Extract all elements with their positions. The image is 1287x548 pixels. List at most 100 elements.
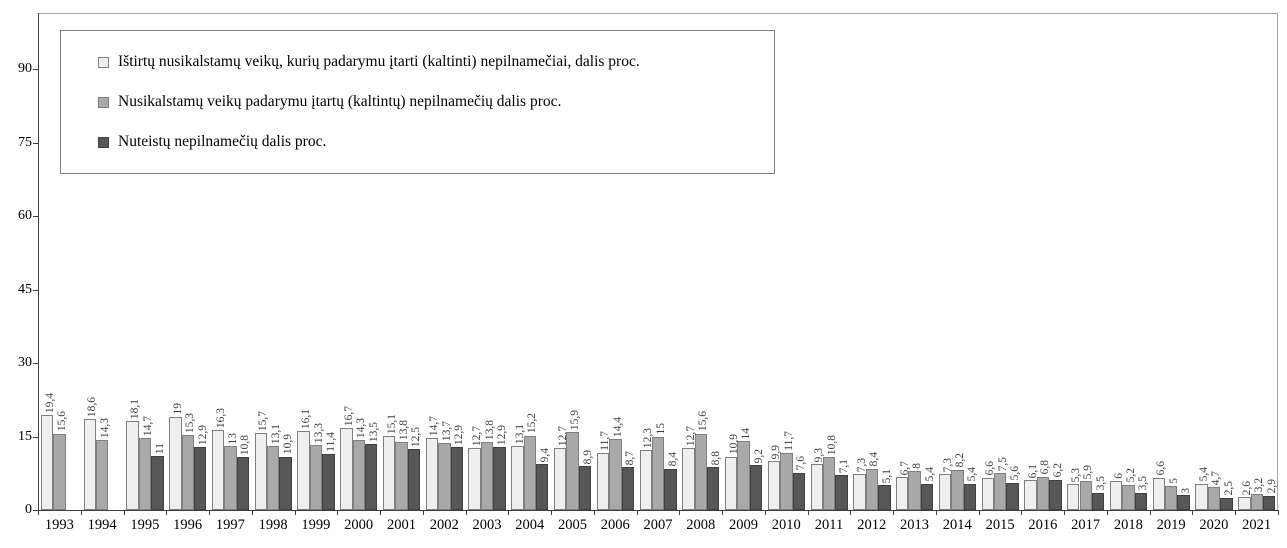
y-axis-tick	[33, 436, 38, 438]
x-axis-tick	[209, 511, 211, 515]
x-axis-year-label: 2020	[1199, 517, 1229, 533]
bar-2017-series1	[1067, 484, 1080, 510]
bar-value-label: 15,7	[257, 410, 270, 432]
bar-2004-series2	[523, 435, 537, 510]
bar-value-label: 8,4	[868, 452, 881, 467]
x-axis-year-label: 1993	[44, 517, 74, 533]
bar-2018-series1	[1109, 480, 1123, 510]
bar-2013-series1	[896, 477, 909, 510]
bar-value-label: 3	[1180, 487, 1193, 494]
x-axis-tick	[935, 511, 937, 515]
legend-swatch-series2	[98, 96, 109, 108]
bar-2014-series1	[938, 474, 952, 510]
bar-2010-series2	[780, 452, 793, 510]
x-axis-tick	[251, 511, 253, 515]
legend-label-series3: Nuteistų nepilnamečių dalis proc.	[118, 133, 327, 150]
bar-value-label: 11,7	[782, 430, 795, 451]
bar-value-label: 10,9	[282, 434, 295, 455]
x-axis-tick	[1064, 511, 1066, 515]
x-axis-tick	[1021, 511, 1023, 515]
x-axis-year-label: 2003	[472, 517, 502, 533]
x-axis-tick	[978, 511, 980, 515]
x-axis-year-label: 2001	[386, 517, 416, 533]
x-axis-year-label: 1997	[215, 517, 245, 533]
x-axis-year-label: 2007	[643, 517, 673, 533]
bar-value-label: 7,6	[795, 456, 808, 471]
bar-value-label: 5	[1167, 477, 1180, 484]
x-axis-year-label: 2008	[686, 517, 716, 533]
bar-value-label: 6	[1112, 472, 1125, 479]
bar-2011-series1	[810, 464, 823, 510]
bar-value-label: 10,8	[239, 434, 252, 456]
bar-1994-series1	[83, 418, 97, 510]
bar-1999-series1	[297, 431, 310, 510]
bar-2018-series3	[1134, 492, 1148, 510]
bar-2003-series1	[468, 447, 481, 510]
x-axis-tick	[1278, 511, 1279, 515]
bar-value-label: 7,5	[996, 456, 1009, 472]
x-axis-tick	[123, 511, 125, 515]
bar-value-label: 14,7	[428, 415, 441, 436]
bar-value-label: 5,9	[1082, 464, 1095, 480]
plot-border-top	[38, 13, 1278, 14]
bar-2017-series2	[1079, 481, 1092, 510]
bar-2019-series2	[1165, 485, 1178, 510]
bar-2006-series1	[596, 452, 610, 510]
bar-2002-series3	[450, 446, 463, 510]
bar-value-label: 15,3	[184, 412, 197, 434]
bar-value-label: 5,1	[880, 468, 893, 484]
bar-2006-series3	[621, 467, 634, 510]
y-axis-tick-label: 15	[18, 428, 32, 444]
bar-value-label: 5,6	[1009, 466, 1022, 481]
x-axis-tick	[679, 511, 681, 515]
bar-2012-series3	[878, 485, 891, 510]
bar-1996-series3	[193, 446, 207, 510]
bar-value-label: 11,4	[324, 432, 337, 453]
bar-value-label: 4,7	[1210, 470, 1223, 485]
y-axis-tick-label: 0	[25, 502, 32, 517]
x-axis-year-label: 2004	[515, 517, 545, 533]
bar-value-label: 8,7	[624, 451, 637, 466]
bar-2001-series3	[407, 448, 421, 510]
y-axis-tick	[33, 216, 38, 217]
x-axis-year-label: 2019	[1156, 517, 1186, 533]
bar-2005-series1	[554, 447, 567, 510]
bar-value-label: 14,3	[98, 417, 111, 438]
x-axis-year-label: 1998	[258, 517, 288, 533]
bar-value-label: 18,6	[86, 396, 99, 417]
x-axis-year-label: 2000	[344, 517, 374, 533]
bar-2008-series2	[694, 433, 708, 510]
bar-2011-series3	[835, 475, 848, 510]
bar-value-label: 5,4	[966, 467, 979, 482]
bar-value-label: 5,4	[923, 467, 936, 482]
x-axis-tick	[807, 511, 809, 515]
bar-2019-series3	[1177, 495, 1190, 510]
bar-2010-series1	[767, 461, 781, 510]
x-axis-year-label: 1994	[87, 517, 117, 533]
y-axis-tick-label: 45	[18, 281, 32, 297]
bar-1998-series3	[279, 456, 292, 510]
y-axis-tick	[33, 289, 38, 291]
bar-1999-series2	[309, 444, 323, 510]
bar-2014-series3	[963, 483, 977, 510]
bar-value-label: 8,8	[709, 450, 722, 465]
x-axis-tick	[593, 511, 595, 515]
bar-2003-series2	[480, 442, 494, 510]
bar-2001-series2	[395, 442, 408, 510]
bar-value-label: 8,4	[667, 452, 680, 467]
legend-item-convicted-minors: Nuteistų nepilnamečių dalis proc.	[98, 133, 774, 151]
x-axis-tick	[337, 511, 339, 515]
legend-item-investigated-offences: Ištirtų nusikalstamų veikų, kurių padary…	[98, 53, 774, 71]
bar-value-label: 12,5	[410, 426, 423, 447]
bar-value-label: 6,8	[1039, 460, 1052, 475]
bar-2006-series2	[609, 439, 622, 510]
bar-value-label: 3,5	[1137, 476, 1150, 491]
y-axis-tick	[33, 510, 38, 511]
bar-2002-series1	[425, 437, 439, 510]
x-axis-tick	[764, 511, 766, 515]
bar-2009-series2	[737, 441, 750, 510]
x-axis-year-label: 1999	[301, 517, 331, 533]
bar-2001-series1	[382, 436, 396, 510]
bar-value-label: 15,9	[569, 409, 582, 431]
bar-1996-series2	[181, 435, 194, 510]
